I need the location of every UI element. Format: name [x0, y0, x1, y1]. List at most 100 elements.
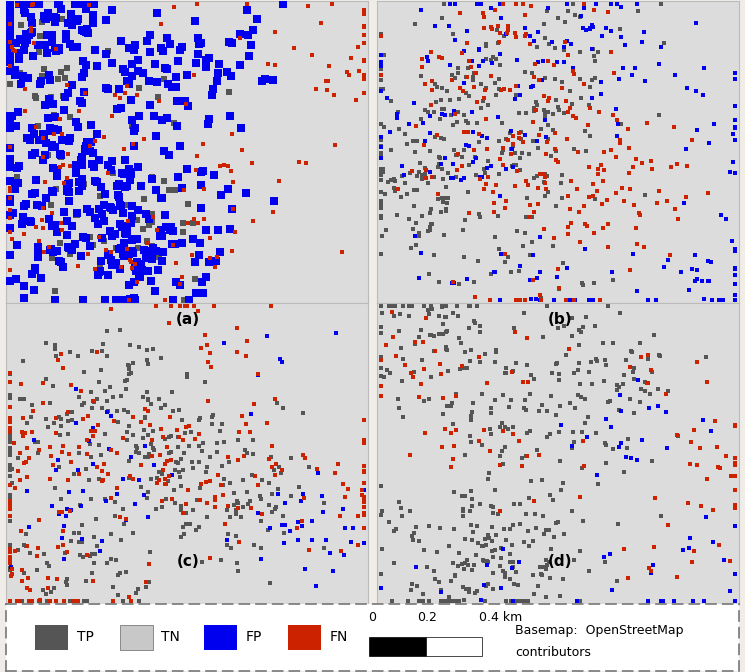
Point [448, 524, 460, 535]
Point [29, 264, 41, 275]
Point [180, 369, 192, 380]
Point [13, 54, 25, 65]
Point [4, 596, 16, 607]
Point [378, 122, 390, 133]
Point [25, 548, 37, 558]
Point [456, 161, 468, 172]
Point [470, 170, 482, 181]
Point [543, 556, 555, 567]
Point [376, 544, 388, 554]
Point [606, 267, 618, 278]
Point [107, 596, 119, 607]
Point [519, 67, 530, 77]
Point [504, 85, 516, 95]
Point [452, 560, 464, 571]
Point [573, 357, 585, 368]
Point [60, 72, 72, 83]
Point [247, 216, 259, 226]
Point [32, 448, 44, 458]
Point [76, 534, 88, 544]
Point [641, 378, 653, 389]
Point [685, 532, 697, 543]
Point [22, 30, 34, 40]
Point [267, 207, 279, 218]
Point [250, 470, 261, 481]
Point [236, 145, 248, 156]
Point [605, 421, 617, 432]
Point [23, 0, 35, 9]
Point [98, 189, 110, 200]
Point [356, 485, 368, 495]
Point [92, 269, 104, 280]
Point [467, 157, 479, 168]
Point [72, 464, 84, 475]
Point [612, 442, 624, 452]
Point [578, 0, 590, 9]
Point [482, 530, 494, 540]
Point [497, 544, 509, 554]
Point [577, 23, 589, 34]
Point [247, 24, 259, 35]
Point [729, 458, 741, 468]
Point [66, 245, 78, 255]
Point [150, 503, 162, 514]
Point [628, 407, 640, 418]
Point [522, 149, 534, 160]
Point [81, 204, 93, 214]
Point [527, 206, 539, 217]
Point [276, 464, 288, 475]
Point [56, 128, 68, 139]
Point [498, 523, 510, 534]
Point [501, 196, 513, 206]
Point [4, 227, 16, 238]
Point [566, 441, 578, 452]
Point [463, 300, 475, 311]
Point [174, 45, 186, 56]
Point [195, 38, 207, 49]
Point [615, 32, 627, 42]
Point [453, 278, 465, 289]
Point [609, 188, 621, 199]
Point [11, 596, 23, 607]
Point [126, 262, 138, 273]
Point [460, 533, 472, 544]
Text: Basemap:  OpenStreetMap: Basemap: OpenStreetMap [516, 624, 684, 637]
Point [443, 366, 454, 376]
Point [685, 437, 697, 448]
Point [250, 14, 262, 25]
Point [124, 473, 136, 484]
Point [95, 233, 107, 243]
Point [508, 499, 520, 509]
Point [214, 161, 226, 172]
Point [509, 93, 521, 104]
Point [200, 271, 212, 282]
Point [45, 243, 57, 253]
Point [219, 519, 231, 530]
Point [32, 241, 44, 252]
Point [159, 294, 171, 305]
Point [642, 596, 654, 607]
Point [31, 564, 43, 575]
Point [52, 0, 64, 9]
Point [680, 192, 692, 202]
Point [411, 581, 423, 591]
Point [451, 596, 463, 607]
Point [7, 569, 19, 579]
Point [25, 12, 37, 23]
Point [477, 388, 489, 399]
Point [109, 416, 121, 427]
Point [653, 110, 665, 120]
Point [457, 594, 469, 605]
Point [435, 207, 447, 218]
Point [14, 448, 26, 458]
Point [558, 45, 570, 56]
Point [559, 17, 571, 28]
Point [562, 50, 574, 61]
Point [499, 572, 511, 583]
Point [48, 43, 60, 54]
Point [23, 30, 35, 40]
Point [197, 438, 209, 449]
Point [539, 73, 551, 83]
Point [70, 117, 82, 128]
Point [274, 353, 286, 364]
